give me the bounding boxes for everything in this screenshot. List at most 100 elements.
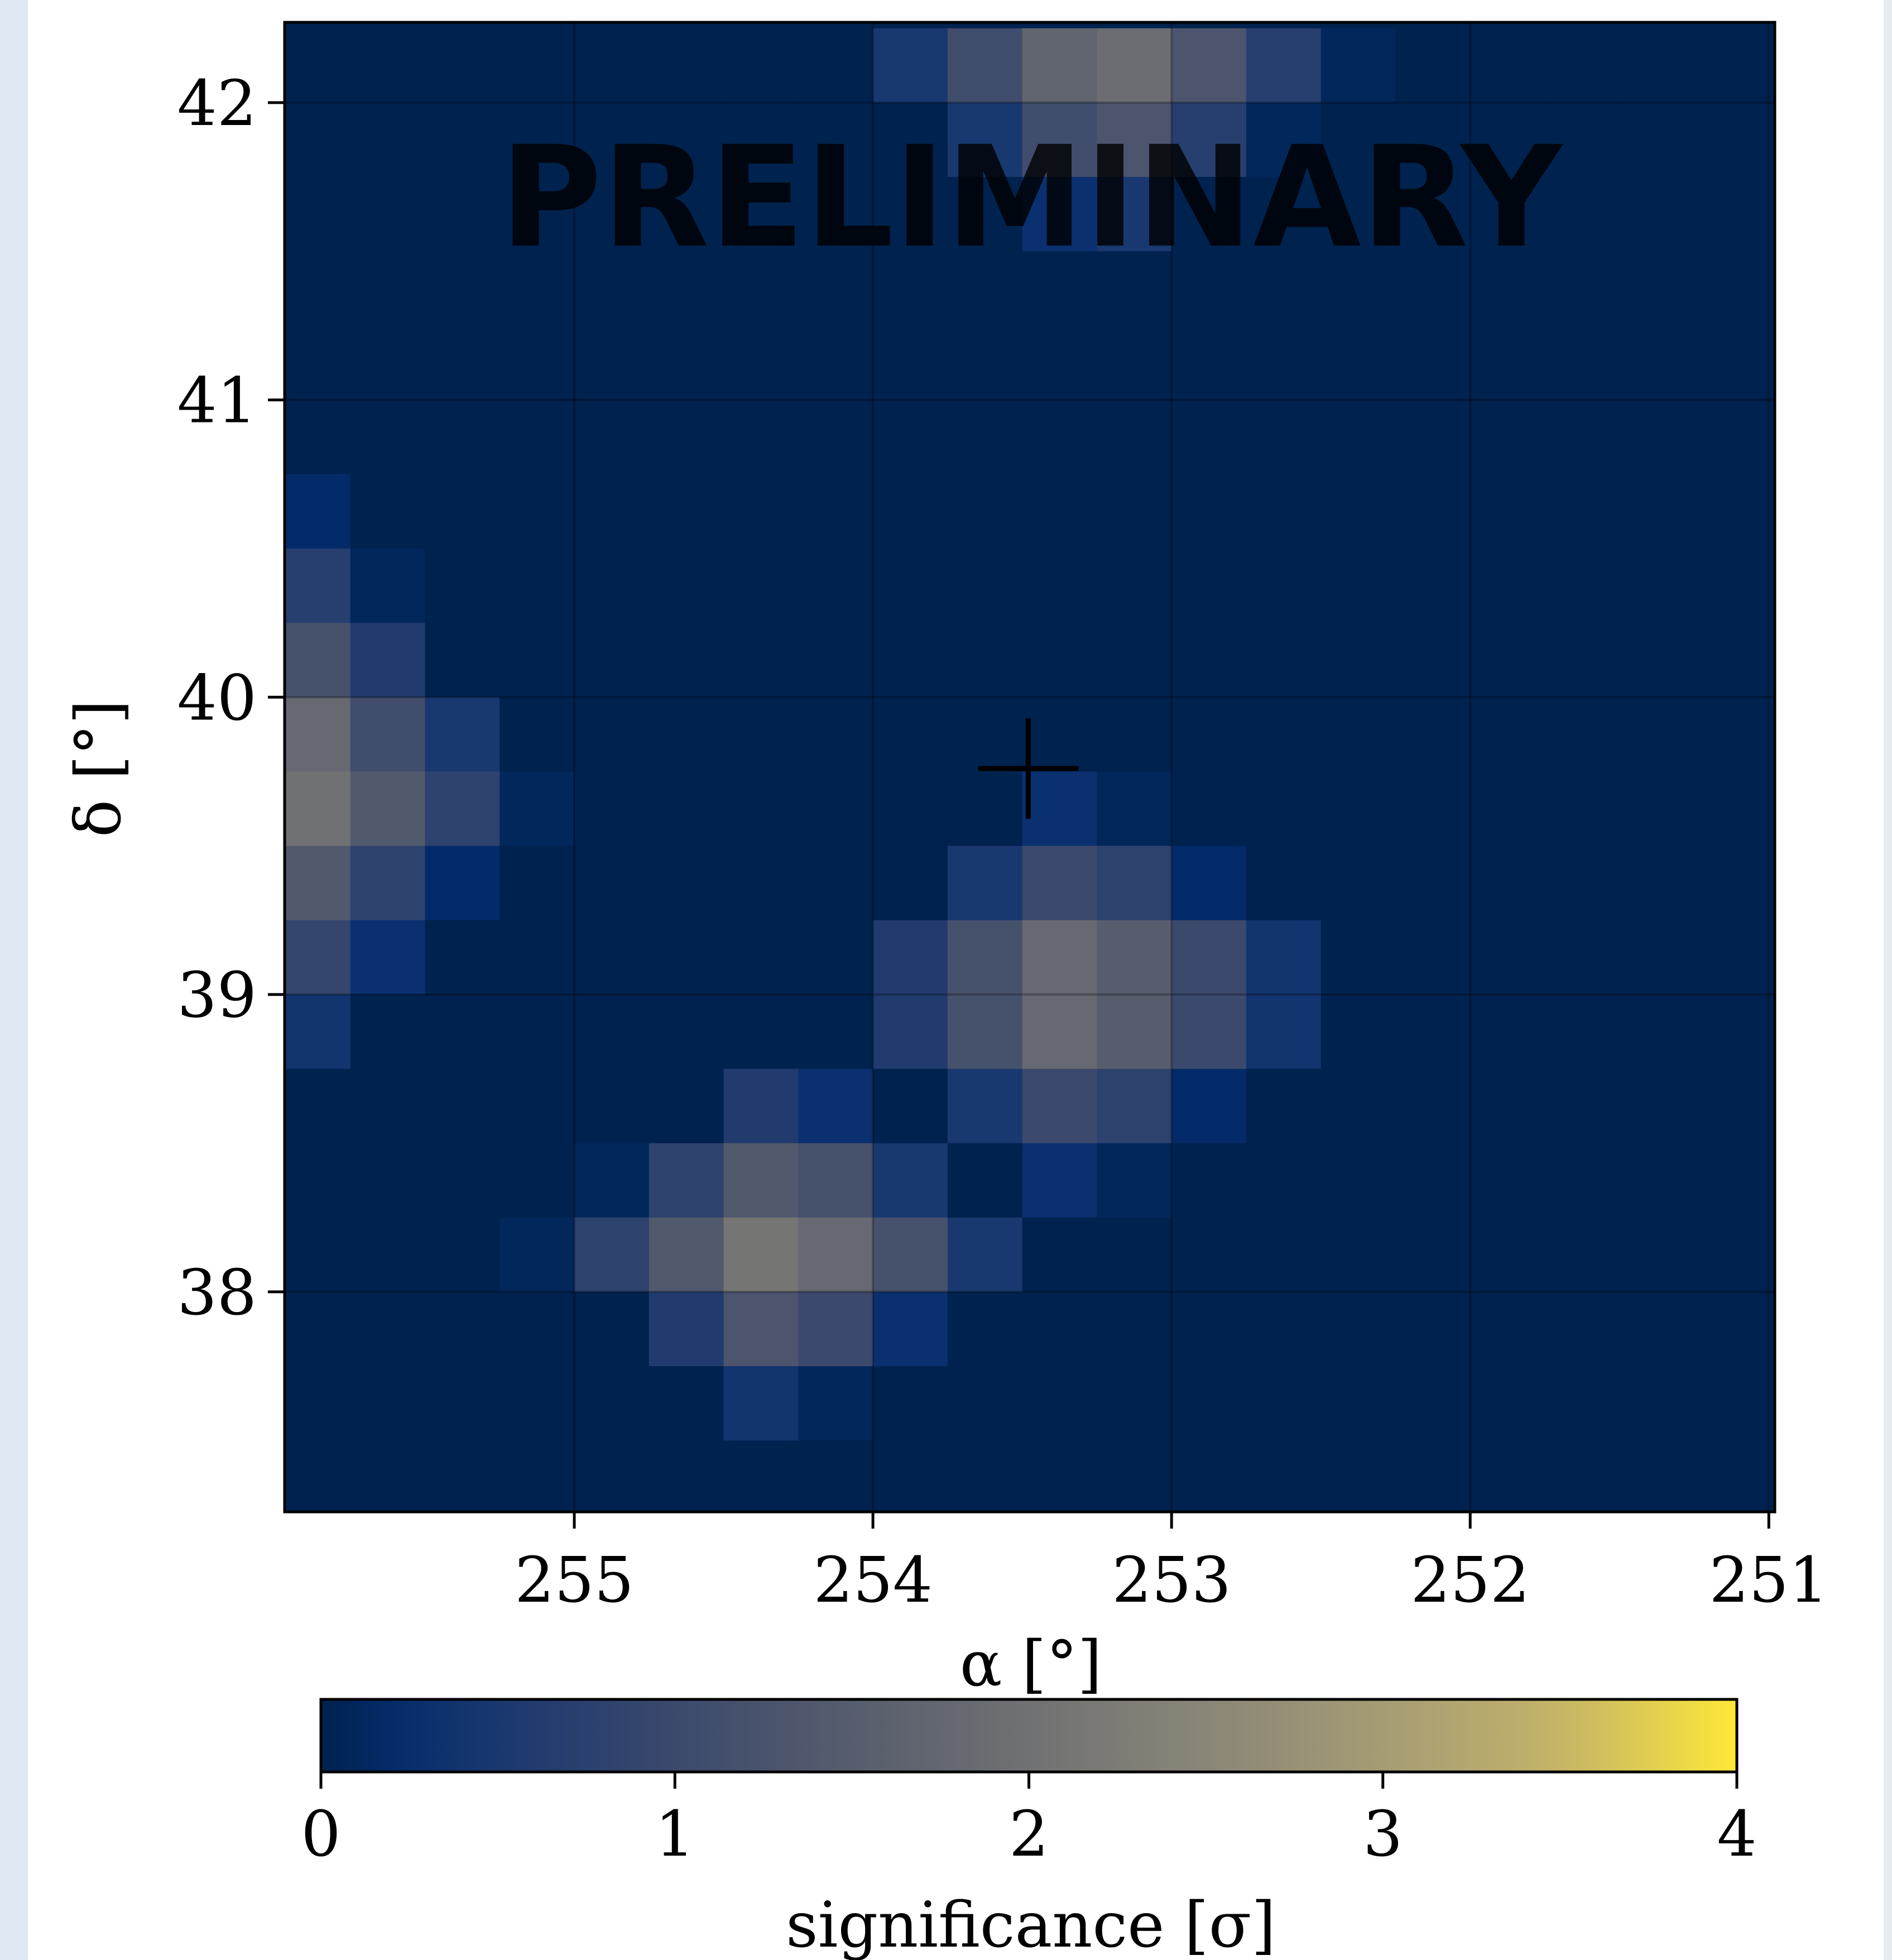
heatmap-cell — [649, 177, 724, 252]
heatmap-cell — [350, 771, 425, 847]
x-tick-label: 255 — [515, 1544, 634, 1617]
heatmap-cell — [350, 995, 425, 1069]
heatmap-cell — [500, 623, 575, 698]
heatmap-cell — [1097, 102, 1172, 177]
heatmap-cell — [1470, 697, 1545, 772]
heatmap-cell — [500, 771, 575, 847]
heatmap-cell — [947, 920, 1023, 995]
heatmap-cell — [723, 623, 799, 698]
heatmap-cell — [1022, 325, 1097, 401]
background-strip — [1884, 0, 1892, 1960]
heatmap-cell — [1470, 102, 1545, 177]
heatmap-cell — [798, 177, 873, 252]
heatmap-cell — [873, 1440, 948, 1512]
heatmap-cell — [350, 846, 425, 921]
heatmap-cell — [1246, 474, 1322, 549]
heatmap-cell — [873, 697, 948, 772]
heatmap-cell — [873, 995, 948, 1069]
heatmap-cell — [425, 771, 500, 847]
heatmap-cell — [1619, 995, 1695, 1069]
heatmap-cell — [1097, 920, 1172, 995]
heatmap-cell — [350, 28, 425, 103]
heatmap-cell — [574, 1217, 650, 1293]
heatmap-cell — [1246, 400, 1322, 475]
heatmap-cell — [1097, 1143, 1172, 1218]
heatmap-cell — [1320, 1069, 1396, 1144]
heatmap-cell — [425, 846, 500, 921]
heatmap-cell — [1395, 1069, 1471, 1144]
heatmap-cell — [350, 1291, 425, 1367]
heatmap-cell — [873, 771, 948, 847]
heatmap-cell — [873, 1366, 948, 1441]
heatmap-cell — [723, 846, 799, 921]
heatmap-cell — [1320, 474, 1396, 549]
heatmap-cell — [500, 1143, 575, 1218]
y-tick-label: 40 — [177, 662, 257, 734]
y-tick-label: 38 — [177, 1257, 257, 1329]
heatmap-cell — [1395, 1291, 1471, 1367]
background-strip — [0, 0, 28, 1960]
heatmap-cell — [1246, 623, 1322, 698]
heatmap-cell — [1694, 1366, 1769, 1441]
heatmap-cell — [1395, 846, 1471, 921]
heatmap-cell — [285, 1069, 351, 1144]
plot-frame — [283, 21, 1776, 1514]
heatmap-cell — [1544, 177, 1620, 252]
heatmap-cell — [500, 1291, 575, 1367]
heatmap-cell — [1544, 771, 1620, 847]
heatmap-cell — [947, 623, 1023, 698]
heatmap-cell — [350, 1440, 425, 1512]
heatmap-cell — [425, 995, 500, 1069]
heatmap-cell — [1619, 474, 1695, 549]
heatmap-cell — [500, 548, 575, 623]
heatmap-cell — [574, 920, 650, 995]
heatmap-cell — [649, 1217, 724, 1293]
heatmap-cell — [1694, 846, 1769, 921]
heatmap-cell — [1694, 474, 1769, 549]
heatmap-cell — [723, 1440, 799, 1512]
heatmap-cell — [798, 1291, 873, 1367]
heatmap-cell — [1097, 1440, 1172, 1512]
heatmap-cell — [1097, 1291, 1172, 1367]
heatmap-cell — [1022, 995, 1097, 1069]
heatmap-cell — [1022, 28, 1097, 103]
heatmap-cell — [1022, 548, 1097, 623]
heatmap-cell — [1619, 697, 1695, 772]
heatmap-cell — [500, 846, 575, 921]
heatmap-cell — [1022, 102, 1097, 177]
heatmap-cell — [1246, 177, 1322, 252]
heatmap-cell — [1619, 325, 1695, 401]
heatmap-cell — [1246, 1366, 1322, 1441]
heatmap-cell — [425, 325, 500, 401]
heatmap-cell — [1470, 28, 1545, 103]
heatmap-cell — [500, 995, 575, 1069]
heatmap-cell — [798, 920, 873, 995]
heatmap-cell — [1097, 251, 1172, 326]
heatmap-cell — [873, 920, 948, 995]
heatmap-cell — [947, 1069, 1023, 1144]
heatmap-cell — [1320, 1217, 1396, 1293]
heatmap-cell — [1022, 623, 1097, 698]
heatmap-cell — [285, 400, 351, 475]
heatmap-cell — [500, 325, 575, 401]
heatmap-cell — [1097, 28, 1172, 103]
heatmap-cell — [500, 1366, 575, 1441]
heatmap-cell — [723, 177, 799, 252]
heatmap-cell — [649, 474, 724, 549]
heatmap-cell — [574, 474, 650, 549]
heatmap-cell — [1619, 177, 1695, 252]
heatmap-cell — [873, 251, 948, 326]
heatmap-cell — [1320, 771, 1396, 847]
heatmap-cell — [1246, 1291, 1322, 1367]
heatmap-cell — [1097, 474, 1172, 549]
heatmap-cell — [1246, 1069, 1322, 1144]
heatmap-cell — [1022, 920, 1097, 995]
heatmap-cell — [1544, 102, 1620, 177]
heatmap-cell — [1544, 28, 1620, 103]
heatmap-cell — [574, 623, 650, 698]
heatmap-cell — [1246, 28, 1322, 103]
heatmap-cell — [1246, 846, 1322, 921]
y-tick-label: 42 — [177, 68, 257, 140]
heatmap-cell — [1694, 251, 1769, 326]
